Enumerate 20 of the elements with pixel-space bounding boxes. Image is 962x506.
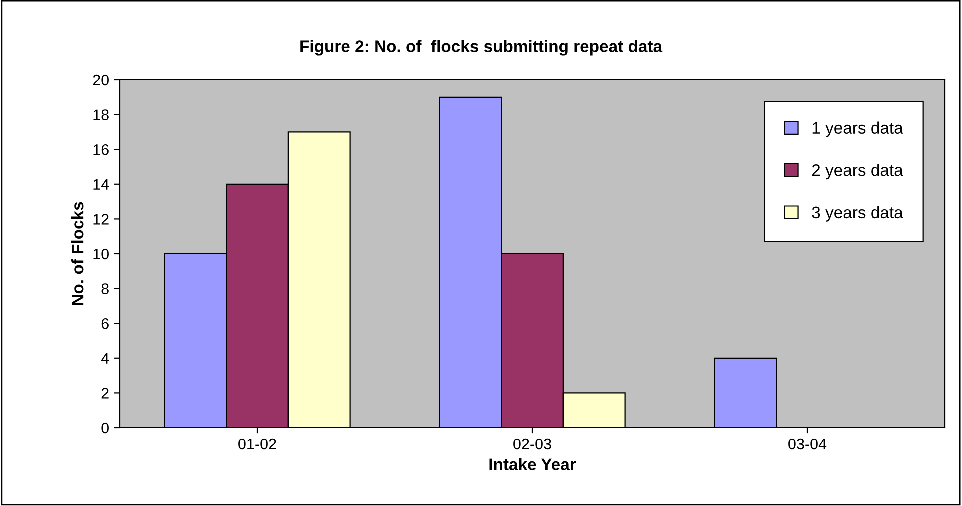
y-tick-label: 6 [102, 318, 109, 330]
legend-label: 3 years data [812, 206, 904, 222]
x-axis-title: Intake Year [490, 458, 576, 470]
y-tick-label: 4 [101, 353, 110, 364]
y-tick-label: 8 [102, 284, 109, 294]
x-tick-label: 02-03 [514, 438, 552, 450]
y-axis-title: No. of Flocks [72, 202, 84, 306]
legend-label: 1 years data [812, 122, 904, 138]
y-tick-label: 10 [94, 248, 109, 260]
x-tick-label: 01-02 [238, 438, 276, 450]
y-tick-label: 0 [102, 422, 109, 434]
y-tick-label: 20 [93, 74, 109, 86]
y-tick-label: 16 [94, 144, 109, 156]
chart-title: Figure 2: No. of flocks submitting repeat data [300, 40, 663, 56]
y-tick-label: 2 [102, 388, 109, 399]
y-tick-label: 14 [94, 179, 110, 190]
y-tick-label: 18 [94, 110, 109, 120]
legend-label: 2 years data [812, 164, 904, 180]
y-tick-label: 12 [94, 214, 109, 225]
x-tick-label: 03-04 [788, 438, 827, 450]
